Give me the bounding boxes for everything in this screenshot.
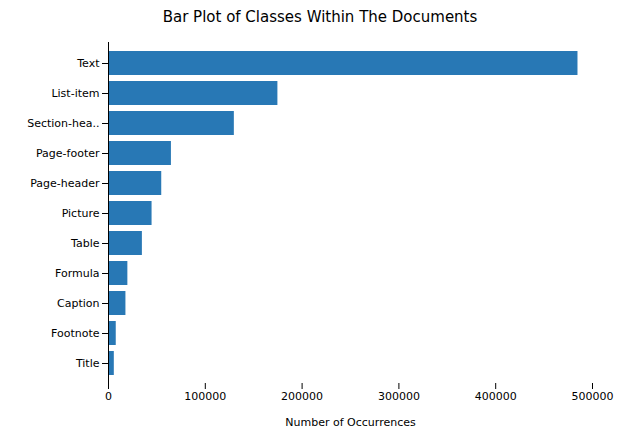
svg-text:500000: 500000 xyxy=(572,390,614,403)
svg-text:Number of Occurrences: Number of Occurrences xyxy=(285,416,416,429)
svg-text:400000: 400000 xyxy=(475,390,517,403)
svg-text:Formula: Formula xyxy=(55,267,99,280)
svg-text:Section-hea..: Section-hea.. xyxy=(27,117,99,130)
svg-text:200000: 200000 xyxy=(281,390,323,403)
svg-text:Picture: Picture xyxy=(62,207,100,220)
svg-text:Footnote: Footnote xyxy=(51,327,100,340)
svg-text:300000: 300000 xyxy=(378,390,420,403)
svg-text:Caption: Caption xyxy=(57,297,100,310)
svg-text:Page-header: Page-header xyxy=(30,177,100,190)
svg-text:Page-footer: Page-footer xyxy=(36,147,100,160)
svg-text:100000: 100000 xyxy=(184,390,226,403)
svg-text:Title: Title xyxy=(75,357,100,370)
svg-text:Text: Text xyxy=(76,57,100,70)
svg-text:List-item: List-item xyxy=(51,87,99,100)
html-text:Bar Plot of Classes Within The: Bar Plot of Classes Within The Documents xyxy=(162,8,478,26)
svg-text:Table: Table xyxy=(70,237,100,250)
svg-text:0: 0 xyxy=(105,390,112,403)
